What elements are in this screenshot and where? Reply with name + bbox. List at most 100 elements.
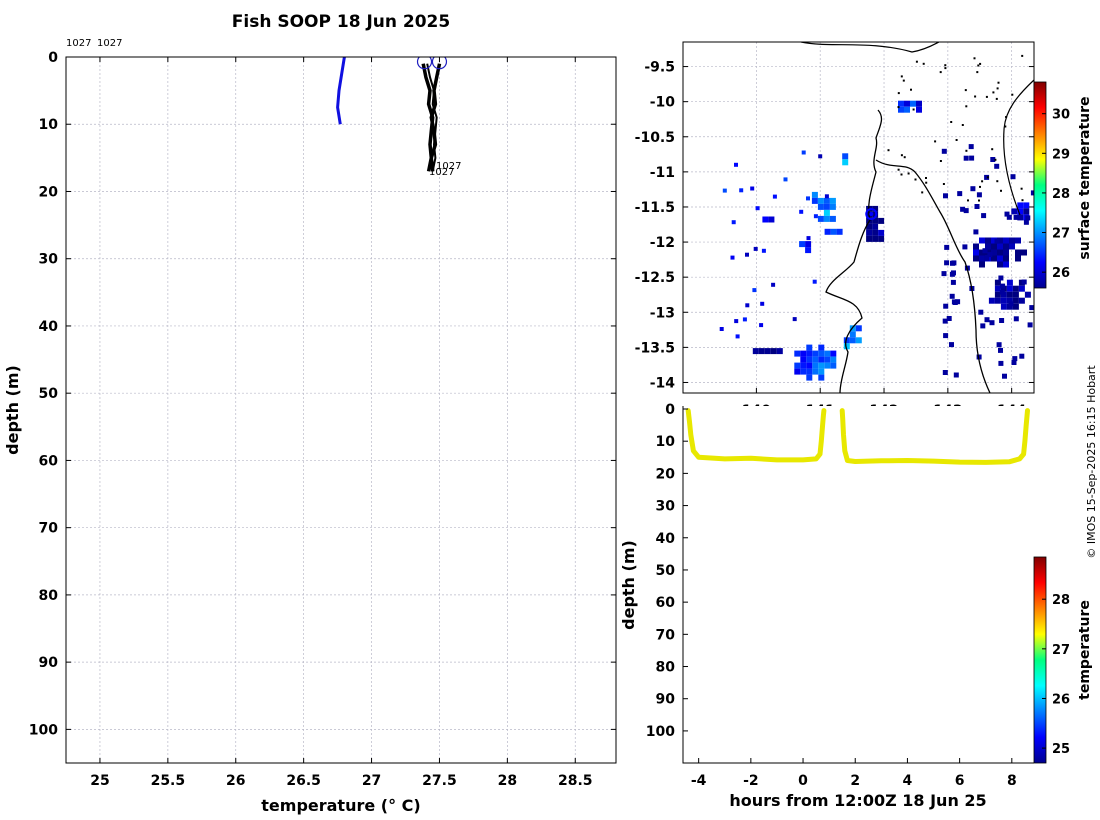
sst-pixel	[843, 343, 850, 350]
island	[977, 64, 980, 67]
island	[1011, 93, 1014, 96]
sst-pixel	[855, 337, 862, 344]
island	[1021, 54, 1024, 57]
island	[897, 168, 900, 171]
depth-track-y-tick-label: 20	[656, 466, 676, 482]
depth-track-y-tick-label: 50	[656, 563, 676, 579]
depth-track-y-tick-label: 80	[656, 660, 676, 676]
island	[897, 92, 900, 95]
sst-pixel	[1019, 353, 1025, 359]
island	[976, 71, 979, 74]
sst-pixel	[1000, 291, 1007, 298]
profile-start-marker-1	[416, 57, 433, 70]
sst-pixel	[942, 370, 948, 375]
temperature-colorbar-tick-label: 25	[1052, 742, 1070, 757]
island	[944, 64, 947, 67]
sst-pixel	[1002, 373, 1007, 379]
sst-pixel	[758, 348, 765, 355]
sst-pixel	[1021, 279, 1027, 285]
sst-pixel	[999, 289, 1005, 295]
hours-tick-label: 0	[798, 773, 808, 789]
sst-pixel	[979, 249, 985, 256]
sst-pixel	[843, 337, 850, 344]
sst-pixel	[949, 271, 955, 277]
sst-pixel	[1012, 303, 1019, 310]
depth-track-area	[683, 406, 1034, 763]
temperature-colorbar-tick-label: 27	[1052, 643, 1070, 658]
sst-pixel	[823, 209, 830, 216]
island	[1005, 116, 1008, 118]
map-lat-tick-label: -12.5	[635, 270, 675, 286]
hours-tick-label: -4	[691, 773, 707, 789]
coastline-cape-york-east	[875, 159, 991, 393]
map-lat-tick-label: -14	[650, 375, 676, 391]
sst-pixel	[866, 235, 873, 242]
sst-pixel	[996, 342, 1002, 348]
map-panel: 140141142143144-9.5-10-10.5-11-11.5-12-1…	[635, 41, 1093, 419]
coastline-north	[800, 42, 940, 53]
hours-tick-label: -2	[743, 773, 759, 789]
sst-pixel	[812, 368, 819, 375]
sst-pixel	[764, 348, 771, 355]
sst-pixel	[811, 197, 818, 204]
sst-pixel	[1023, 202, 1030, 209]
sst-pixel	[872, 235, 879, 242]
map-colorbar	[1033, 81, 1047, 289]
sst-pixel	[1009, 237, 1015, 244]
sst-pixel	[849, 337, 856, 344]
sst-pixel	[990, 157, 996, 162]
sst-pixel	[1025, 215, 1031, 221]
sst-pixel	[994, 291, 1001, 298]
sst-pixel	[752, 348, 759, 355]
sst-pixel	[1000, 283, 1006, 289]
sst-pixel	[1021, 249, 1027, 256]
island	[974, 95, 977, 98]
profile-y-tick-label: 20	[39, 184, 59, 200]
profile-x-tick-label: 27	[362, 773, 381, 789]
chart-title: Fish SOOP 18 Jun 2025	[232, 12, 450, 32]
island	[887, 149, 890, 152]
profile-grid	[66, 56, 616, 763]
sst-pixel	[759, 323, 764, 328]
hours-tick-label: 2	[850, 773, 860, 789]
sst-patch	[843, 325, 862, 350]
profile-label-1: 1027	[436, 161, 461, 172]
sst-pixel	[872, 217, 879, 224]
island	[965, 105, 968, 108]
sst-pixel	[973, 255, 979, 262]
sst-pixel	[979, 237, 985, 244]
profile-x-tick-label: 25.5	[151, 773, 186, 789]
hours-tick-label: 4	[903, 773, 913, 789]
depth-track-y-tick-label: 30	[656, 499, 676, 515]
coastline-png	[1003, 79, 1034, 216]
sst-pixel	[824, 194, 829, 199]
sst-pixel	[805, 241, 812, 248]
sst-pixel	[722, 188, 727, 193]
sst-pixel	[730, 255, 735, 260]
sst-patch	[811, 191, 836, 222]
island	[900, 173, 903, 176]
sst-pixel	[818, 350, 825, 357]
top-label-1: 1027	[66, 38, 91, 49]
sst-pixel	[818, 356, 825, 363]
depth-track-y-tick-label: 60	[656, 595, 676, 611]
sst-pixel	[830, 350, 837, 357]
island	[944, 67, 947, 70]
sst-pixel	[817, 215, 824, 222]
sst-pixel	[812, 362, 819, 369]
temperature-colorbar-tick-label: 26	[1052, 692, 1070, 707]
sst-pixel	[806, 356, 813, 363]
sst-pixel	[842, 159, 849, 166]
sst-pixel	[1006, 285, 1013, 292]
island	[985, 95, 988, 98]
map-colorbar-label: surface temperature	[1077, 96, 1093, 259]
sst-pixel	[1012, 297, 1019, 304]
profile-y-tick-label: 80	[39, 588, 59, 604]
sst-pixel	[963, 208, 969, 214]
temperature-colorbar-ticks: 25 26 27 28	[1042, 593, 1070, 757]
sst-pixel	[824, 356, 831, 363]
sst-patch	[752, 348, 783, 355]
sst-pixel	[985, 237, 991, 244]
map-lat-tick-label: -10.5	[635, 130, 675, 146]
sst-pixel	[799, 209, 804, 214]
